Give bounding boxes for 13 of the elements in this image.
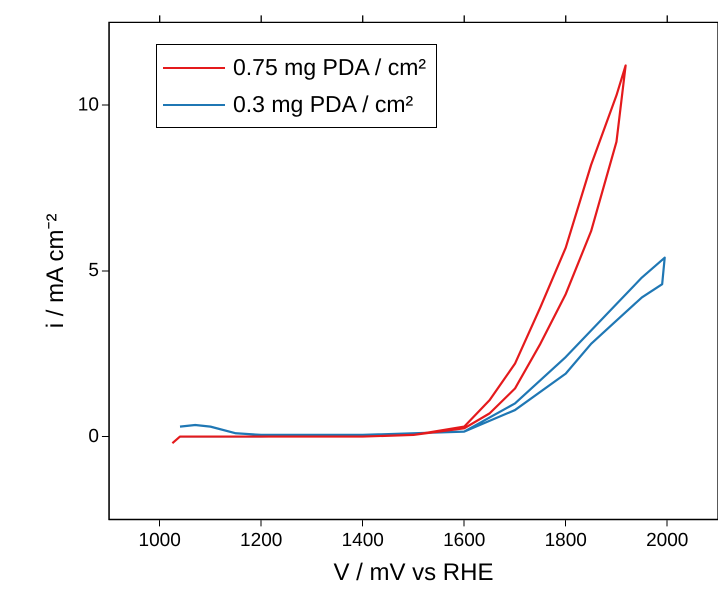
x-tick-label: 1800 [544, 530, 587, 552]
y-tick-label: 5 [88, 260, 99, 282]
x-axis-title: V / mV vs RHE [333, 559, 494, 586]
x-tick-label: 1400 [342, 530, 384, 552]
x-tick-label: 1600 [443, 530, 486, 552]
legend-label: 0.75 mg PDA / cm² [233, 53, 426, 82]
x-tick-label: 1200 [240, 530, 282, 552]
y-tick-label: 0 [88, 426, 99, 447]
x-tick-label: 1000 [138, 530, 181, 552]
legend-label: 0.3 mg PDA / cm² [233, 90, 414, 119]
x-tick-label: 2000 [646, 530, 688, 552]
y-axis-title: i / mA cm⁻² [42, 214, 70, 328]
y-tick-label: 10 [78, 94, 99, 116]
